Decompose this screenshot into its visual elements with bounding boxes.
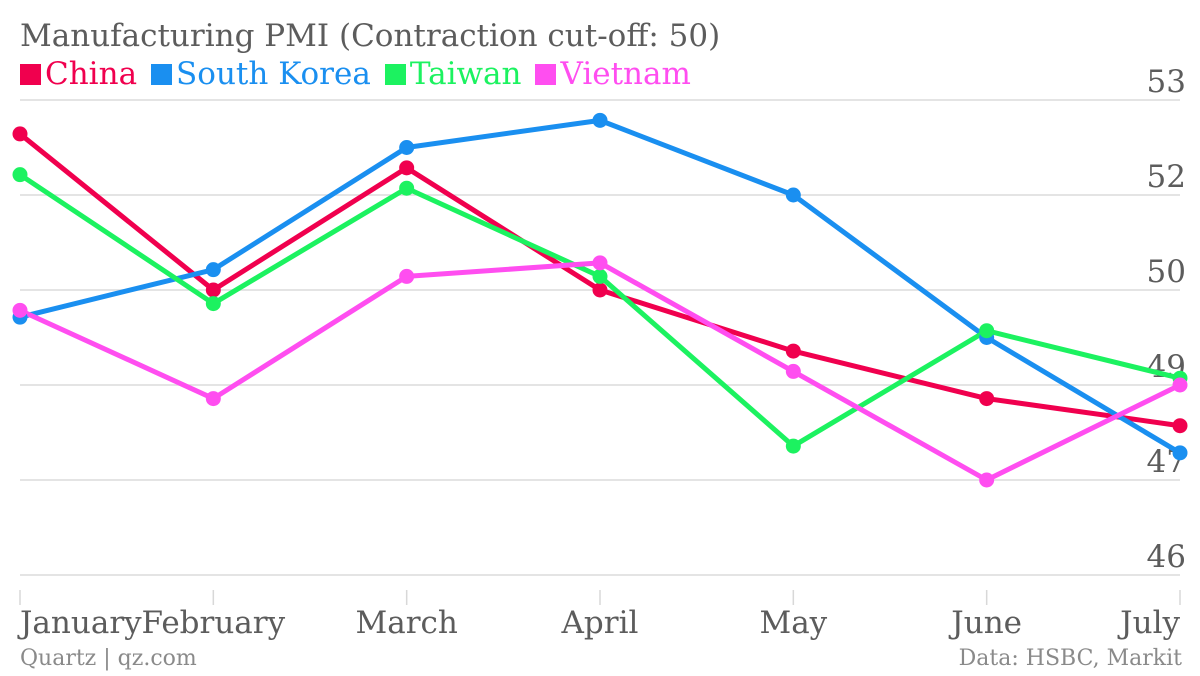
data-point-south-korea <box>785 187 801 203</box>
y-tick-label: 53 <box>1147 64 1186 100</box>
data-point-vietnam <box>592 255 608 271</box>
legend-swatch <box>535 63 557 85</box>
data-point-china <box>205 282 221 298</box>
data-point-vietnam <box>1172 377 1188 393</box>
legend-label: Taiwan <box>409 56 522 92</box>
data-point-taiwan <box>205 296 221 312</box>
legend-item-china: China <box>20 56 137 92</box>
chart-legend: China South Korea Taiwan Vietnam <box>20 56 691 92</box>
data-point-south-korea <box>592 112 608 128</box>
data-point-taiwan <box>979 323 995 339</box>
legend-item-vietnam: Vietnam <box>535 56 691 92</box>
legend-item-south-korea: South Korea <box>151 56 371 92</box>
x-tick-label: June <box>948 605 1022 641</box>
data-point-china <box>592 282 608 298</box>
legend-swatch <box>384 63 406 85</box>
legend-label: China <box>45 56 138 92</box>
footer-source: Data: HSBC, Markit <box>958 646 1182 671</box>
data-point-taiwan <box>399 180 415 196</box>
x-tick-label: May <box>759 605 827 641</box>
data-point-china <box>12 126 28 142</box>
legend-swatch <box>20 63 41 85</box>
data-point-china <box>399 160 415 176</box>
data-point-vietnam <box>785 363 801 379</box>
data-point-vietnam <box>979 472 995 488</box>
data-point-china <box>1172 418 1188 434</box>
footer-credit: Quartz | qz.com <box>20 646 197 671</box>
data-point-china <box>979 391 995 407</box>
data-point-taiwan <box>785 438 801 454</box>
y-tick-label: 52 <box>1147 159 1186 195</box>
legend-label: South Korea <box>176 56 371 92</box>
chart-title: Manufacturing PMI (Contraction cut-off: … <box>20 18 721 54</box>
legend-item-taiwan: Taiwan <box>384 56 522 92</box>
x-tick-label: February <box>142 605 286 641</box>
legend-label: Vietnam <box>560 56 691 92</box>
data-point-south-korea <box>1172 445 1188 461</box>
data-point-south-korea <box>399 140 415 155</box>
data-point-south-korea <box>205 262 221 278</box>
data-point-vietnam <box>12 302 28 318</box>
y-tick-label: 50 <box>1147 254 1186 290</box>
x-tick-label: January <box>17 605 142 641</box>
data-point-vietnam <box>399 268 415 284</box>
legend-swatch <box>151 63 173 85</box>
series-line-taiwan <box>17 172 1183 449</box>
data-point-taiwan <box>592 268 608 284</box>
data-point-taiwan <box>12 167 28 183</box>
x-tick-label: July <box>1117 605 1180 641</box>
y-tick-label: 46 <box>1147 539 1186 575</box>
x-tick-label: April <box>561 605 639 641</box>
data-point-vietnam <box>205 391 221 407</box>
x-tick-label: March <box>355 605 457 641</box>
data-point-china <box>785 343 801 359</box>
